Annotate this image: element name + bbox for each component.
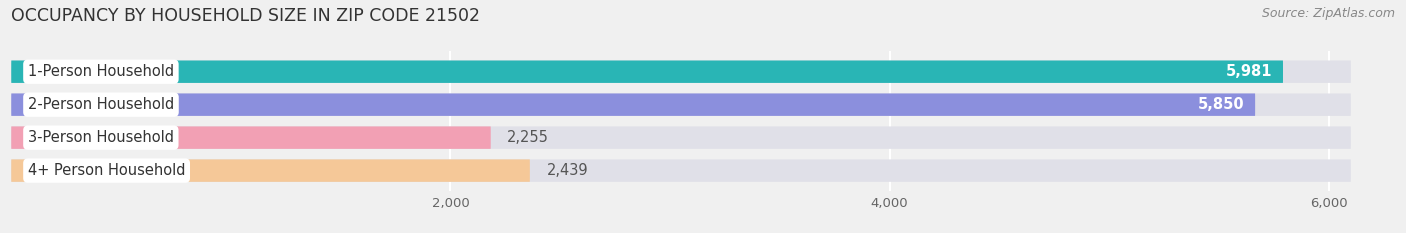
FancyBboxPatch shape xyxy=(11,61,1284,83)
FancyBboxPatch shape xyxy=(11,159,1351,182)
Text: 5,981: 5,981 xyxy=(1226,64,1272,79)
FancyBboxPatch shape xyxy=(11,127,491,149)
Text: 2,439: 2,439 xyxy=(547,163,588,178)
FancyBboxPatch shape xyxy=(11,159,530,182)
FancyBboxPatch shape xyxy=(11,93,1351,116)
Text: 2-Person Household: 2-Person Household xyxy=(28,97,174,112)
Text: 4+ Person Household: 4+ Person Household xyxy=(28,163,186,178)
Text: 2,255: 2,255 xyxy=(508,130,550,145)
Text: 3-Person Household: 3-Person Household xyxy=(28,130,174,145)
Text: 5,850: 5,850 xyxy=(1198,97,1244,112)
Text: Source: ZipAtlas.com: Source: ZipAtlas.com xyxy=(1261,7,1395,20)
Text: OCCUPANCY BY HOUSEHOLD SIZE IN ZIP CODE 21502: OCCUPANCY BY HOUSEHOLD SIZE IN ZIP CODE … xyxy=(11,7,481,25)
Text: 1-Person Household: 1-Person Household xyxy=(28,64,174,79)
FancyBboxPatch shape xyxy=(11,61,1351,83)
FancyBboxPatch shape xyxy=(11,93,1256,116)
FancyBboxPatch shape xyxy=(11,127,1351,149)
